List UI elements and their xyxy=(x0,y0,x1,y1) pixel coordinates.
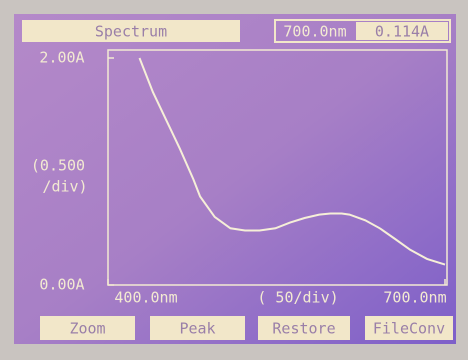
absorbance-readout: 0.114A xyxy=(375,23,429,41)
button-label[interactable]: Peak xyxy=(179,320,215,338)
x-tick-label: 400.0nm xyxy=(114,289,177,307)
y-tick-label: 0.00A xyxy=(39,276,84,294)
y-axis-label: (0.500 xyxy=(31,157,85,175)
screen-title: Spectrum xyxy=(95,23,167,41)
screen: Spectrum 700.0nm 0.114A /div) (0.500 ( 5… xyxy=(0,0,468,360)
button-label[interactable]: Restore xyxy=(272,320,335,338)
page: {"header": {"title": "Spectrum", "wavele… xyxy=(0,0,468,360)
button-label[interactable]: Zoom xyxy=(69,320,105,338)
button-label[interactable]: FileConv xyxy=(373,320,445,338)
wavelength-readout: 700.0nm xyxy=(283,23,346,41)
y-tick-label: 2.00A xyxy=(39,49,84,67)
y-axis-label: /div) xyxy=(42,178,87,196)
x-axis-label: ( 50/div) xyxy=(257,289,338,307)
x-tick-label: 700.0nm xyxy=(383,289,446,307)
